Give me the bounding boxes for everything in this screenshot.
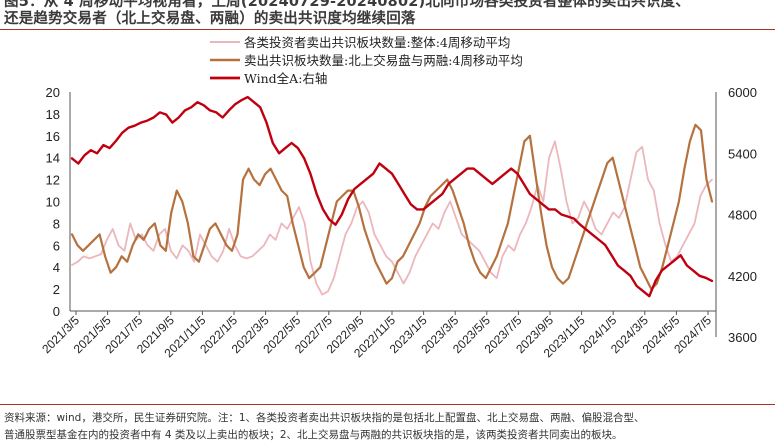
- legend-label-2: 卖出共识板块数量:北上交易盘与两融:4周移动平均: [244, 53, 523, 68]
- source-note: 资料来源：wind，港交所，民生证券研究院。注：1、各类投资者卖出共识板块指的是…: [4, 410, 772, 444]
- y-left-tick-label: 14: [46, 151, 60, 166]
- y-left-tick-label: 2: [53, 282, 60, 297]
- chart-svg: 0246810121416182036004200480054006000202…: [39, 35, 757, 360]
- legend-label-1: 各类投资者卖出共识板块数量:整体:4周移动平均: [244, 35, 510, 50]
- y-left-tick-label: 4: [53, 260, 60, 275]
- chart-title: 图5：从 4 周移动平均视角看，上周(20240729-20240802)北向市…: [0, 0, 775, 30]
- title-rule: [0, 29, 775, 30]
- series-line-1: [71, 140, 713, 296]
- y-left-tick-label: 20: [46, 85, 60, 100]
- y-left-tick-label: 0: [53, 304, 60, 319]
- chart-title-line1: 图5：从 4 周移动平均视角看，上周(20240729-20240802)北向市…: [4, 0, 690, 10]
- y-left-tick-label: 10: [46, 195, 60, 210]
- legend-label-3: Wind全A:右轴: [244, 71, 327, 86]
- y-left-tick-label: 12: [46, 173, 60, 188]
- chart-title-line2: 还是趋势交易者（北上交易盘、两融）的卖出共识度均继续回落: [4, 11, 416, 27]
- y-right-tick-label: 3600: [728, 330, 757, 345]
- footer-rule: [0, 404, 775, 405]
- series-line-2: [70, 123, 714, 291]
- source-note-line1: 资料来源：wind，港交所，民生证券研究院。注：1、各类投资者卖出共识板块指的是…: [4, 412, 645, 424]
- y-left-tick-label: 8: [53, 216, 60, 231]
- y-right-tick-label: 4200: [728, 269, 757, 284]
- series-line-3: [70, 95, 714, 298]
- y-right-tick-label: 4800: [728, 208, 757, 223]
- y-left-tick-label: 6: [53, 238, 60, 253]
- source-note-line2: 普通股票型基金在内的投资者中有 4 类及以上卖出的板块；2、北上交易盘与两融的共…: [4, 429, 623, 441]
- y-left-tick-label: 16: [46, 129, 60, 144]
- y-right-tick-label: 6000: [728, 85, 757, 100]
- y-right-tick-label: 5400: [728, 146, 757, 161]
- y-left-tick-label: 18: [46, 107, 60, 122]
